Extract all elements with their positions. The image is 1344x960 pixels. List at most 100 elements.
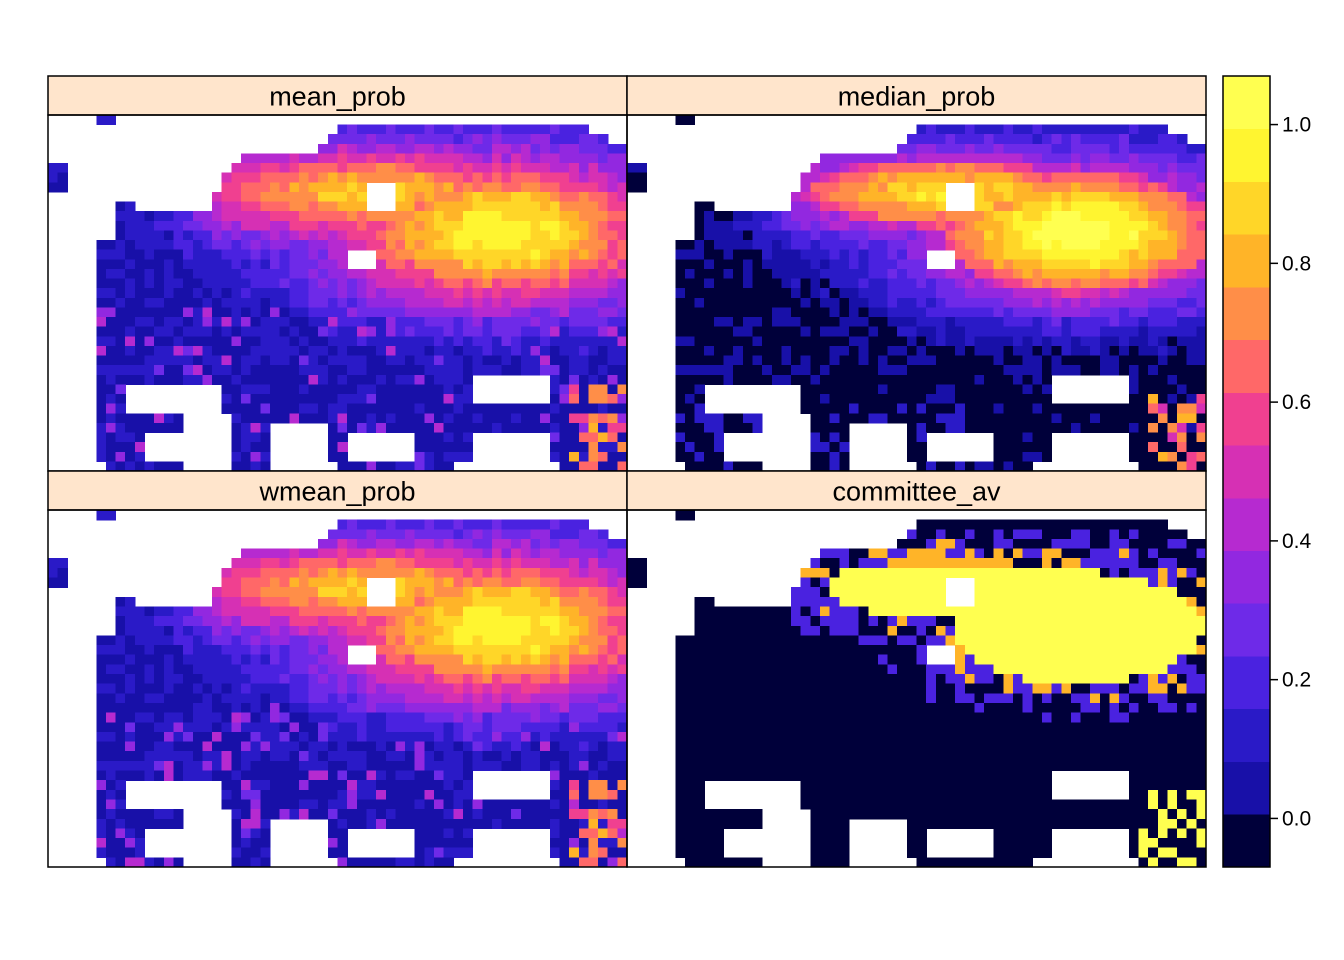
heatmap-cell bbox=[443, 442, 454, 453]
heatmap-cell bbox=[540, 230, 551, 241]
heatmap-cell bbox=[424, 577, 435, 588]
heatmap-cell bbox=[482, 182, 493, 193]
heatmap-cell bbox=[1099, 230, 1111, 241]
heatmap-cell bbox=[327, 654, 339, 665]
heatmap-cell bbox=[1119, 268, 1130, 280]
heatmap-cell bbox=[298, 220, 310, 232]
heatmap-cell bbox=[414, 741, 425, 752]
heatmap-cell bbox=[1090, 538, 1101, 550]
heatmap-cell bbox=[125, 731, 136, 743]
heatmap-cell bbox=[298, 365, 310, 376]
heatmap-cell bbox=[713, 422, 725, 434]
heatmap-cell bbox=[617, 741, 628, 752]
heatmap-cell bbox=[308, 625, 319, 637]
heatmap-cell bbox=[405, 760, 416, 772]
heatmap-cell bbox=[916, 230, 927, 241]
heatmap-cell bbox=[308, 683, 319, 694]
heatmap-cell bbox=[250, 770, 261, 781]
heatmap-cell bbox=[163, 249, 175, 260]
heatmap-cell bbox=[598, 751, 609, 762]
heatmap-cell bbox=[540, 664, 551, 675]
heatmap-cell bbox=[356, 567, 368, 579]
heatmap-cell bbox=[1022, 422, 1033, 434]
heatmap-cell bbox=[694, 336, 705, 347]
heatmap-cell bbox=[530, 809, 541, 820]
heatmap-cell bbox=[1070, 249, 1082, 260]
heatmap-cell bbox=[1022, 394, 1033, 405]
heatmap-cell bbox=[183, 760, 194, 772]
heatmap-cell bbox=[250, 442, 261, 453]
heatmap-cell bbox=[974, 240, 985, 251]
heatmap-cell bbox=[115, 288, 126, 299]
heatmap-cell bbox=[800, 355, 811, 366]
heatmap-cell bbox=[202, 230, 213, 241]
heatmap-cell bbox=[414, 702, 425, 714]
heatmap-cell bbox=[434, 741, 445, 752]
heatmap-cell bbox=[762, 211, 773, 222]
heatmap-cell bbox=[491, 163, 503, 174]
heatmap-cell bbox=[607, 172, 618, 183]
heatmap-cell bbox=[424, 731, 435, 743]
heatmap-cell bbox=[559, 220, 570, 232]
heatmap-cell bbox=[569, 278, 580, 289]
heatmap-cell bbox=[424, 616, 435, 627]
heatmap-cell bbox=[250, 317, 261, 328]
heatmap-cell bbox=[269, 809, 281, 820]
heatmap-cell bbox=[434, 799, 445, 810]
heatmap-cell bbox=[125, 693, 136, 704]
heatmap-cell bbox=[405, 538, 416, 550]
heatmap-cell bbox=[1003, 365, 1014, 376]
heatmap-cell bbox=[96, 645, 107, 656]
heatmap-cell bbox=[1032, 529, 1043, 540]
heatmap-cell bbox=[569, 577, 580, 588]
heatmap-cell bbox=[1128, 307, 1140, 318]
heatmap-cell bbox=[993, 172, 1004, 183]
heatmap-cell bbox=[829, 163, 840, 174]
heatmap-cell bbox=[617, 567, 628, 579]
heatmap-cell bbox=[96, 510, 107, 521]
heatmap-cell bbox=[540, 201, 551, 212]
heatmap-cell bbox=[105, 240, 117, 251]
heatmap-cell bbox=[134, 422, 146, 434]
heatmap-cell bbox=[405, 182, 416, 193]
heatmap-cell bbox=[848, 326, 860, 337]
heatmap-cell bbox=[964, 326, 975, 337]
heatmap-cell bbox=[1148, 451, 1159, 462]
heatmap-cell bbox=[491, 529, 503, 540]
heatmap-cell bbox=[482, 606, 493, 617]
heatmap-cell bbox=[993, 442, 1004, 453]
heatmap-cell bbox=[1032, 230, 1043, 241]
heatmap-cell bbox=[877, 220, 889, 232]
heatmap-cell bbox=[530, 163, 541, 174]
heatmap-cell bbox=[134, 249, 146, 260]
heatmap-cell bbox=[269, 201, 281, 212]
heatmap-cell bbox=[395, 818, 406, 830]
heatmap-cell bbox=[964, 230, 975, 241]
heatmap-cell bbox=[684, 288, 696, 299]
heatmap-cell bbox=[318, 809, 329, 820]
heatmap-cell bbox=[540, 163, 551, 174]
heatmap-cell bbox=[607, 558, 618, 569]
heatmap-cell bbox=[221, 403, 232, 414]
heatmap-cell bbox=[443, 760, 454, 772]
heatmap-cell bbox=[318, 548, 329, 559]
heatmap-cell bbox=[376, 751, 387, 762]
heatmap-cell bbox=[337, 163, 348, 174]
heatmap-cell bbox=[974, 345, 985, 357]
heatmap-cell bbox=[289, 789, 300, 801]
heatmap-cell bbox=[1051, 365, 1062, 376]
heatmap-cell bbox=[308, 809, 319, 820]
heatmap-cell bbox=[424, 384, 435, 395]
heatmap-cell bbox=[115, 741, 126, 752]
heatmap-cell bbox=[250, 625, 261, 637]
heatmap-cell bbox=[733, 288, 744, 299]
heatmap-cell bbox=[144, 606, 155, 617]
heatmap-cell bbox=[279, 413, 290, 424]
heatmap-cell bbox=[578, 124, 589, 135]
heatmap-cell bbox=[462, 191, 474, 203]
heatmap-cell bbox=[993, 538, 1004, 550]
heatmap-cell bbox=[347, 345, 358, 357]
heatmap-cell bbox=[955, 278, 966, 289]
heatmap-cell bbox=[1157, 317, 1168, 328]
heatmap-cell bbox=[183, 355, 194, 366]
